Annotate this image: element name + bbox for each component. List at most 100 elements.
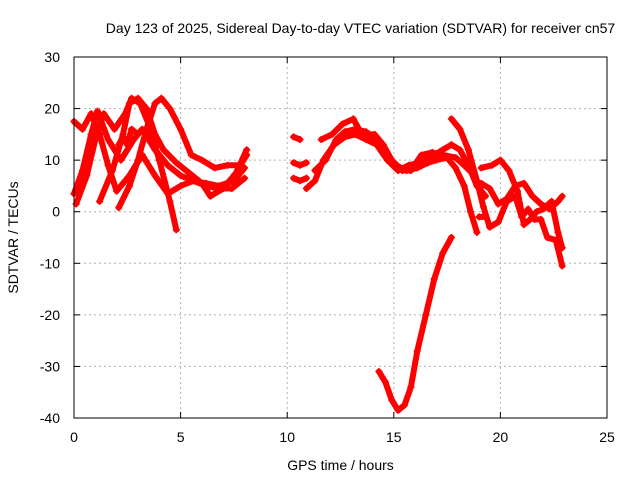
data-point — [172, 159, 180, 167]
y-tick-label: -30 — [40, 358, 60, 374]
data-point — [177, 182, 185, 190]
data-point — [328, 130, 336, 138]
data-point — [142, 105, 150, 113]
data-point — [358, 130, 366, 138]
data-point — [481, 213, 489, 221]
data-series-sat-q — [475, 213, 489, 221]
data-point — [296, 161, 304, 169]
data-point — [537, 200, 545, 208]
data-point — [151, 130, 159, 138]
data-point — [486, 185, 494, 193]
data-point — [460, 161, 468, 169]
data-point — [83, 172, 91, 180]
data-point — [322, 156, 330, 164]
data-point — [108, 166, 116, 174]
data-series-sat-d — [96, 94, 251, 205]
data-point — [456, 146, 464, 154]
data-point — [545, 205, 553, 213]
data-point — [533, 208, 541, 216]
x-tick-label: 10 — [279, 429, 295, 445]
data-point — [198, 156, 206, 164]
data-point — [134, 130, 142, 138]
data-point — [447, 234, 455, 241]
data-point — [537, 215, 545, 223]
data-point — [296, 177, 304, 185]
data-point — [87, 130, 95, 138]
x-tick-label: 20 — [493, 429, 509, 445]
series-track — [71, 108, 248, 197]
data-point — [134, 94, 142, 102]
y-tick-label: 0 — [52, 204, 60, 220]
data-point — [302, 185, 310, 193]
data-point — [160, 146, 168, 154]
data-point — [452, 154, 460, 162]
data-point — [311, 166, 319, 174]
series-track — [478, 157, 566, 251]
data-point — [241, 164, 249, 172]
series-layer — [70, 94, 566, 414]
data-point — [477, 179, 485, 187]
y-tick-label: -20 — [40, 307, 60, 323]
data-point — [125, 182, 133, 190]
data-point — [243, 151, 251, 159]
x-tick-label: 5 — [177, 429, 185, 445]
data-point — [379, 141, 387, 149]
data-series-sat-k — [311, 125, 481, 236]
data-point — [128, 125, 136, 133]
data-series-sat-i — [290, 174, 310, 185]
data-point — [479, 203, 487, 211]
y-tick-label: -40 — [40, 410, 60, 426]
data-point — [241, 174, 249, 182]
data-point — [117, 156, 125, 164]
data-point — [488, 161, 496, 169]
data-point — [494, 218, 502, 226]
data-point — [341, 128, 349, 136]
data-point — [151, 99, 159, 107]
data-point — [296, 136, 304, 144]
data-point — [388, 156, 396, 164]
data-point — [467, 208, 475, 216]
data-point — [166, 197, 174, 205]
data-point — [528, 192, 536, 200]
data-point — [381, 378, 389, 386]
data-point — [142, 125, 150, 133]
y-tick-label: 20 — [44, 101, 60, 117]
data-point — [113, 187, 121, 195]
data-point — [407, 383, 415, 391]
data-point — [418, 151, 426, 159]
data-series-sat-g — [290, 133, 304, 144]
data-point — [104, 161, 112, 169]
data-point — [558, 262, 566, 270]
x-tick-label: 15 — [386, 429, 402, 445]
data-point — [104, 136, 112, 144]
data-point — [232, 169, 240, 177]
y-tick-label: 10 — [44, 152, 60, 168]
data-point — [119, 133, 127, 141]
data-point — [211, 164, 219, 172]
data-series-sat-m — [375, 234, 455, 414]
data-series-sat-p — [477, 179, 566, 213]
data-point — [526, 215, 534, 223]
data-point — [177, 172, 185, 180]
data-point — [407, 166, 415, 174]
data-point — [496, 156, 504, 164]
data-series-sat-h — [290, 159, 310, 169]
data-point — [219, 185, 227, 193]
data-point — [558, 192, 566, 200]
data-point — [398, 166, 406, 174]
x-tick-label: 0 — [70, 429, 78, 445]
data-point — [447, 115, 455, 123]
y-axis-label: SDTVAR / TECUs — [5, 181, 21, 293]
data-point — [290, 133, 298, 141]
data-point — [413, 347, 421, 355]
data-point — [290, 159, 298, 167]
data-point — [400, 401, 408, 409]
series-track — [448, 115, 566, 269]
data-point — [79, 125, 87, 133]
y-tick-label: -10 — [40, 255, 60, 271]
data-series-sat-f — [115, 125, 142, 149]
data-point — [332, 136, 340, 144]
data-point — [115, 204, 123, 212]
data-series-sat-e — [115, 94, 251, 212]
chart-title: Day 123 of 2025, Sidereal Day-to-day VTE… — [106, 20, 616, 36]
